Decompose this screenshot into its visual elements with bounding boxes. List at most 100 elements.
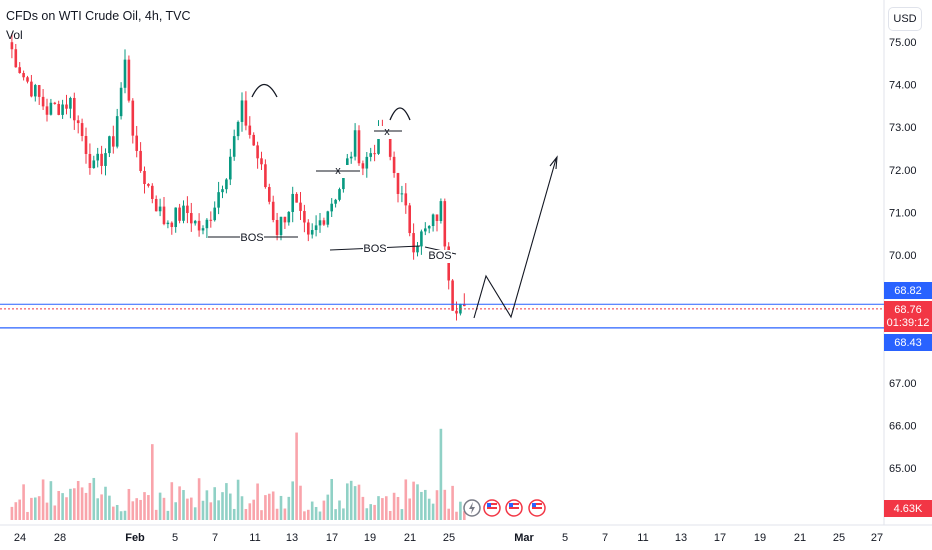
- volume-bar: [162, 497, 166, 520]
- upper-level-tag: 68.82: [884, 282, 932, 299]
- countdown-value: 01:39:12: [886, 316, 930, 329]
- x-tick-label: 21: [794, 532, 806, 544]
- volume-bar: [61, 493, 64, 520]
- peak-arc: [389, 107, 411, 121]
- candle-body: [291, 193, 294, 212]
- flag-stripe: [532, 507, 542, 509]
- volume-bar: [404, 479, 408, 520]
- candle-body: [143, 170, 146, 185]
- candle-body: [310, 230, 314, 235]
- volume-bar: [291, 481, 294, 520]
- bos-label: BOS: [240, 232, 263, 244]
- candle-body: [65, 104, 68, 109]
- candle-body: [92, 160, 96, 169]
- candle-body: [18, 67, 21, 74]
- volume-bar: [190, 497, 193, 520]
- volume-bar: [295, 432, 298, 520]
- candle-body: [76, 120, 80, 124]
- volume-bar: [373, 504, 376, 520]
- volume-bar: [151, 444, 154, 520]
- volume-bar: [252, 499, 255, 520]
- candle-body: [213, 207, 216, 221]
- volume-bar: [283, 508, 287, 520]
- volume-bar: [396, 496, 400, 520]
- volume-bar: [209, 502, 213, 520]
- candle-body: [252, 134, 255, 146]
- volume-bar: [443, 489, 447, 520]
- volume-bar: [455, 511, 458, 520]
- candle-body: [396, 173, 400, 194]
- candle-body: [236, 121, 240, 137]
- candle-body: [373, 153, 376, 155]
- volume-bar: [416, 484, 419, 520]
- volume-bar: [408, 498, 411, 520]
- volume-label: Vol: [6, 28, 23, 42]
- candle-body: [299, 202, 302, 211]
- x-tick-label: 17: [326, 532, 338, 544]
- currency-button[interactable]: USD: [888, 7, 922, 31]
- volume-bar: [84, 492, 88, 520]
- candle-body: [217, 192, 220, 208]
- candle-body: [388, 137, 392, 157]
- volume-bar: [225, 483, 228, 520]
- candle-body: [435, 214, 439, 221]
- candle-body: [151, 185, 154, 199]
- candle-body: [197, 220, 201, 231]
- flag-stripe: [509, 507, 519, 509]
- x-tick-label: Mar: [514, 532, 534, 544]
- candle-body: [147, 184, 150, 186]
- lower-level-tag: 68.43: [884, 334, 932, 351]
- volume-bar: [463, 511, 466, 520]
- candle-body: [342, 171, 345, 190]
- candle-body: [361, 163, 365, 169]
- candle-body: [61, 104, 64, 115]
- candle-body: [84, 135, 88, 154]
- candle-body: [154, 198, 158, 212]
- volume-bar: [459, 501, 462, 520]
- volume-bar: [104, 486, 107, 520]
- volume-bar: [369, 504, 372, 520]
- candle-body: [162, 206, 166, 225]
- volume-bar: [334, 509, 337, 520]
- candle-body: [22, 73, 25, 78]
- volume-bar: [420, 491, 423, 520]
- x-tick-label: 5: [562, 532, 568, 544]
- flag-stripe: [487, 503, 497, 505]
- candle-body: [119, 87, 123, 117]
- volume-bar: [342, 508, 345, 520]
- volume-bar: [357, 484, 361, 520]
- candle-body: [346, 158, 349, 172]
- lightning-glyph: [469, 502, 475, 514]
- volume-tag: 4.63K: [884, 500, 932, 517]
- candle-body: [49, 102, 53, 115]
- candle-body: [392, 156, 396, 174]
- projection-path: [473, 158, 557, 319]
- y-tick-label: 72.00: [889, 165, 917, 177]
- annotation-bg: [363, 243, 387, 256]
- annotation-bg: [375, 126, 399, 139]
- candle-body: [271, 201, 275, 220]
- volume-bar: [330, 478, 333, 520]
- x-tick-label: 5: [172, 532, 178, 544]
- volume-bar: [388, 510, 392, 520]
- annotation-bg: [428, 250, 452, 263]
- volume-bar: [213, 487, 216, 520]
- candle-body: [127, 59, 131, 101]
- candle-body: [338, 189, 341, 200]
- volume-bar: [307, 509, 310, 520]
- volume-bar: [96, 498, 99, 520]
- volume-bar: [439, 428, 443, 520]
- x-tick-label: 24: [14, 532, 26, 544]
- last-price-value: 68.76: [894, 303, 922, 316]
- volume-bar: [26, 511, 29, 520]
- x-tick-label: 13: [675, 532, 687, 544]
- last-price-tag: 68.76 01:39:12: [884, 301, 932, 332]
- volume-bar: [69, 488, 72, 520]
- flag-canton: [509, 503, 513, 507]
- volume-bar: [88, 482, 92, 520]
- candle-body: [96, 153, 99, 161]
- volume-bar: [197, 478, 201, 520]
- candle-body: [14, 49, 18, 68]
- candle-body: [34, 85, 37, 97]
